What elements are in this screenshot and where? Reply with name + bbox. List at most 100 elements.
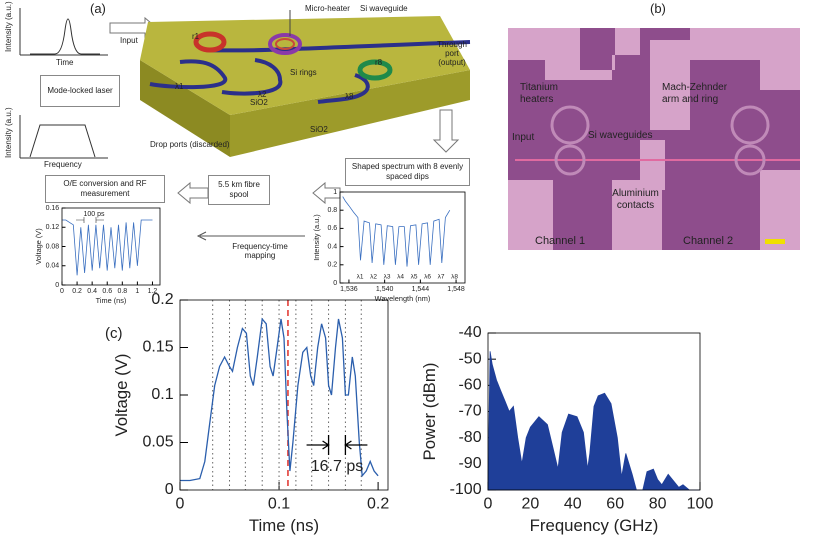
mapping-label: Frequency-time mapping — [232, 242, 288, 261]
y-tick-label: 0.05 — [142, 434, 173, 451]
x-axis-label: Time (ns) — [96, 296, 127, 305]
lambda-label: λ1 — [175, 82, 184, 91]
x-tick-label: 0.4 — [87, 288, 97, 295]
data-line — [342, 196, 451, 267]
contacts-label: Aluminium contacts — [612, 188, 659, 211]
dip-label: λ8 — [451, 274, 458, 281]
y-tick-label: 0.2 — [327, 262, 337, 269]
x-tick-label: 0.1 — [268, 496, 290, 513]
x-tick-label: 0.2 — [367, 496, 389, 513]
panel-label: (c) — [105, 325, 123, 342]
chip-schematic — [140, 10, 471, 157]
x-tick-label: 20 — [522, 496, 540, 513]
x-axis-label: Frequency (GHz) — [530, 516, 659, 535]
plot-frame — [179, 299, 389, 491]
x-tick-label: 0.2 — [72, 288, 82, 295]
dip-label: λ4 — [397, 274, 404, 281]
inset-spectrum — [19, 115, 108, 159]
y-tick-label: 0.1 — [151, 386, 173, 403]
x-tick-label: 0 — [60, 288, 64, 295]
ring-label: r1 — [192, 32, 200, 41]
y-tick-label: 0.8 — [327, 207, 337, 214]
y-tick-label: 0.16 — [46, 205, 60, 212]
plot-frame — [487, 332, 701, 491]
x-tick-label: 100 — [687, 496, 714, 513]
plot-frame — [61, 207, 161, 286]
device-photo — [508, 28, 800, 250]
x-tick-label: 1,544 — [412, 286, 430, 293]
x-tick-label: 0 — [176, 496, 185, 513]
y-tick-label: -70 — [458, 403, 481, 420]
y-tick-label: 0.08 — [46, 243, 60, 250]
y-axis-label: Power (dBm) — [420, 363, 439, 461]
heaters-label: Titanium heaters — [520, 82, 558, 105]
x-tick-label: 1,540 — [376, 286, 394, 293]
sio2-label: SiO2 — [250, 98, 268, 107]
y-tick-label: 0.12 — [46, 224, 60, 231]
y-tick-label: 0.2 — [151, 291, 173, 308]
down-arrow — [432, 109, 460, 153]
y-tick-label: 0.04 — [46, 263, 60, 270]
data-line — [180, 317, 379, 482]
dip-label: λ2 — [370, 274, 377, 281]
mz-label: Mach-Zehnder arm and ring — [662, 82, 728, 105]
annotation-arrow — [76, 217, 104, 223]
lambda-label: λ2 — [258, 90, 267, 99]
x-tick-label: 60 — [606, 496, 624, 513]
through-port-label: Through port (output) — [437, 40, 467, 68]
dip-label: λ5 — [411, 274, 418, 281]
y-tick-label: -100 — [450, 481, 482, 498]
y-tick-label: 0 — [333, 280, 337, 287]
spectrum-area — [487, 351, 700, 491]
y-tick-label: -80 — [458, 429, 481, 446]
waveguides-label: Si waveguides — [588, 130, 653, 141]
y-axis-label: Voltage (V) — [34, 228, 43, 264]
y-tick-label: -60 — [458, 377, 481, 394]
waveguide-label: Si waveguide — [360, 4, 408, 13]
sio2-label: SiO2 — [310, 125, 328, 134]
annotation: 16.7 ps — [311, 458, 363, 475]
y-tick-label: -40 — [458, 324, 481, 341]
x-tick-label: 0.8 — [117, 288, 127, 295]
axis-label: Frequency — [44, 160, 82, 169]
x-tick-label: 1.2 — [148, 288, 158, 295]
axis-label: Intensity (a.u.) — [4, 107, 13, 158]
y-tick-label: 0 — [165, 481, 174, 498]
panel-label: (a) — [90, 1, 106, 16]
annotation-arrow — [306, 440, 368, 450]
data-line — [62, 219, 153, 276]
input-label: Input — [512, 132, 535, 143]
x-tick-label: 0 — [484, 496, 493, 513]
ring-label: r8 — [375, 58, 383, 67]
heater-label: Micro-heater — [305, 4, 350, 13]
dip-label: λ1 — [357, 274, 364, 281]
plot-frame — [339, 191, 466, 284]
x-tick-label: 1 — [135, 288, 139, 295]
rings-label: Si rings — [290, 68, 317, 77]
axis-label: Intensity (a.u.) — [4, 1, 13, 52]
shaped-box: Shaped spectrum with 8 evenly spaced dip… — [345, 158, 470, 186]
y-tick-label: 0 — [55, 282, 59, 289]
panel-label: (b) — [650, 1, 666, 16]
axis-label: Time — [56, 58, 74, 67]
lambda-label: λ8 — [345, 92, 354, 101]
y-tick-label: 0.4 — [327, 243, 337, 250]
y-tick-label: 1 — [333, 189, 337, 196]
annotation: 100 ps — [83, 211, 105, 218]
y-tick-label: -50 — [458, 350, 481, 367]
x-tick-label: 1,548 — [447, 286, 465, 293]
x-axis-label: Time (ns) — [249, 516, 319, 535]
dip-label: λ6 — [424, 274, 431, 281]
y-tick-label: 0.6 — [327, 225, 337, 232]
laser-box: Mode-locked laser — [40, 75, 120, 107]
y-axis-label: Voltage (V) — [112, 353, 131, 436]
y-tick-label: 0.15 — [142, 339, 173, 356]
left-arrow — [177, 181, 209, 205]
y-tick-label: -90 — [458, 455, 481, 472]
x-tick-label: 1,536 — [340, 286, 358, 293]
input-label: Input — [120, 36, 138, 45]
spool-box: 5.5 km fibre spool — [208, 175, 270, 205]
inset-pulse — [19, 8, 108, 56]
